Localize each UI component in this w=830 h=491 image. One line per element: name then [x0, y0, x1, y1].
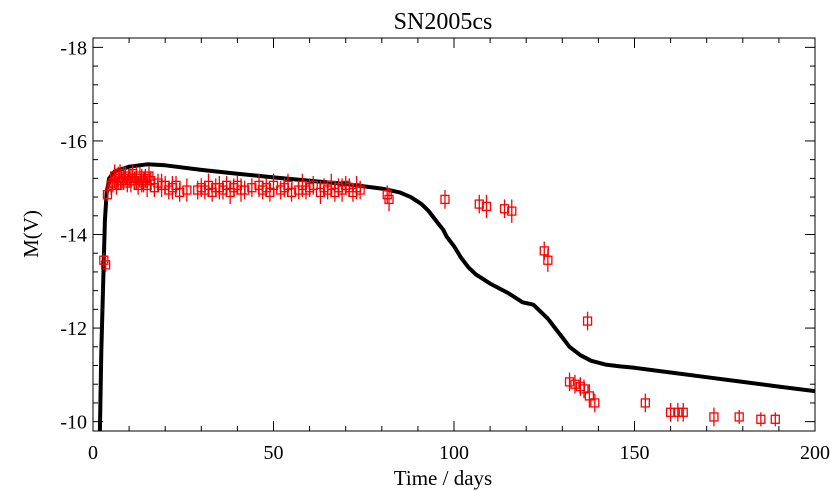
point-marker [584, 391, 595, 401]
x-tick-label: 200 [800, 442, 830, 464]
point-marker [174, 187, 185, 198]
observed-point [678, 402, 688, 422]
point-marker [678, 407, 688, 417]
point-marker [582, 316, 593, 326]
observed-point [570, 374, 580, 394]
point-marker [100, 260, 111, 270]
observed-point [355, 180, 365, 200]
model-light-curve [97, 162, 815, 431]
y-tick-label: -10 [60, 412, 87, 434]
observed-point [286, 183, 297, 202]
point-marker [481, 201, 492, 212]
observed-point [673, 402, 683, 422]
point-marker [756, 414, 766, 424]
observed-point [543, 248, 553, 272]
point-marker [382, 190, 392, 200]
point-marker [247, 183, 257, 193]
observed-point [665, 402, 676, 422]
y-tick-label: -12 [60, 318, 87, 340]
point-marker [308, 180, 318, 191]
observed-point [268, 173, 279, 198]
observed-point [564, 372, 575, 392]
observed-point [584, 384, 595, 408]
point-marker [507, 206, 517, 216]
x-tick-label: 0 [88, 442, 98, 464]
observed-point [590, 393, 600, 413]
point-marker [564, 377, 575, 387]
point-marker [673, 407, 683, 417]
x-tick-label: 100 [439, 442, 469, 464]
x-tick-label: 50 [264, 442, 284, 464]
point-marker [579, 384, 589, 394]
observed-point [582, 311, 593, 331]
point-marker [543, 255, 553, 265]
point-marker [709, 412, 719, 422]
observed-point [770, 412, 780, 427]
observed-point [111, 176, 122, 195]
point-marker [499, 204, 510, 214]
point-marker [734, 412, 744, 422]
point-marker [182, 185, 192, 195]
point-marker [590, 398, 600, 408]
observed-point [474, 194, 484, 214]
point-marker [144, 171, 154, 181]
x-tick-label: 150 [620, 442, 650, 464]
observed-point [308, 176, 318, 195]
point-marker [268, 180, 279, 191]
observed-point [247, 178, 257, 198]
observed-point [384, 187, 394, 212]
chart-title: SN2005cs [394, 9, 493, 35]
point-marker [440, 194, 450, 205]
observed-point [734, 409, 744, 424]
observed-point [481, 194, 492, 219]
observed-point [144, 166, 154, 186]
observed-point [182, 178, 192, 202]
x-axis-label: Time / days [394, 466, 492, 490]
point-marker [640, 398, 650, 408]
observed-point [174, 183, 185, 202]
observed-point [640, 393, 650, 413]
observed-point [382, 185, 392, 205]
point-marker [239, 185, 250, 195]
point-marker [355, 185, 365, 195]
point-marker [384, 194, 394, 205]
point-marker [474, 199, 484, 209]
observed-point [100, 257, 111, 272]
observed-point [507, 199, 517, 223]
point-marker [286, 187, 297, 198]
point-marker [770, 414, 780, 424]
point-marker [665, 407, 676, 417]
point-marker [111, 180, 122, 191]
observed-point [239, 180, 250, 200]
observed-point [756, 412, 766, 427]
observed-point [99, 253, 109, 268]
observed-point [440, 190, 450, 209]
observed-point [499, 199, 510, 219]
plot-frame [92, 37, 816, 432]
y-tick-label: -18 [60, 37, 87, 59]
y-axis-label: M(V) [19, 210, 43, 258]
point-marker [570, 379, 580, 389]
observed-point [709, 407, 719, 427]
observed-point [579, 379, 589, 399]
point-marker [99, 255, 109, 265]
y-tick-label: -14 [60, 225, 87, 247]
y-tick-label: -16 [60, 131, 87, 153]
